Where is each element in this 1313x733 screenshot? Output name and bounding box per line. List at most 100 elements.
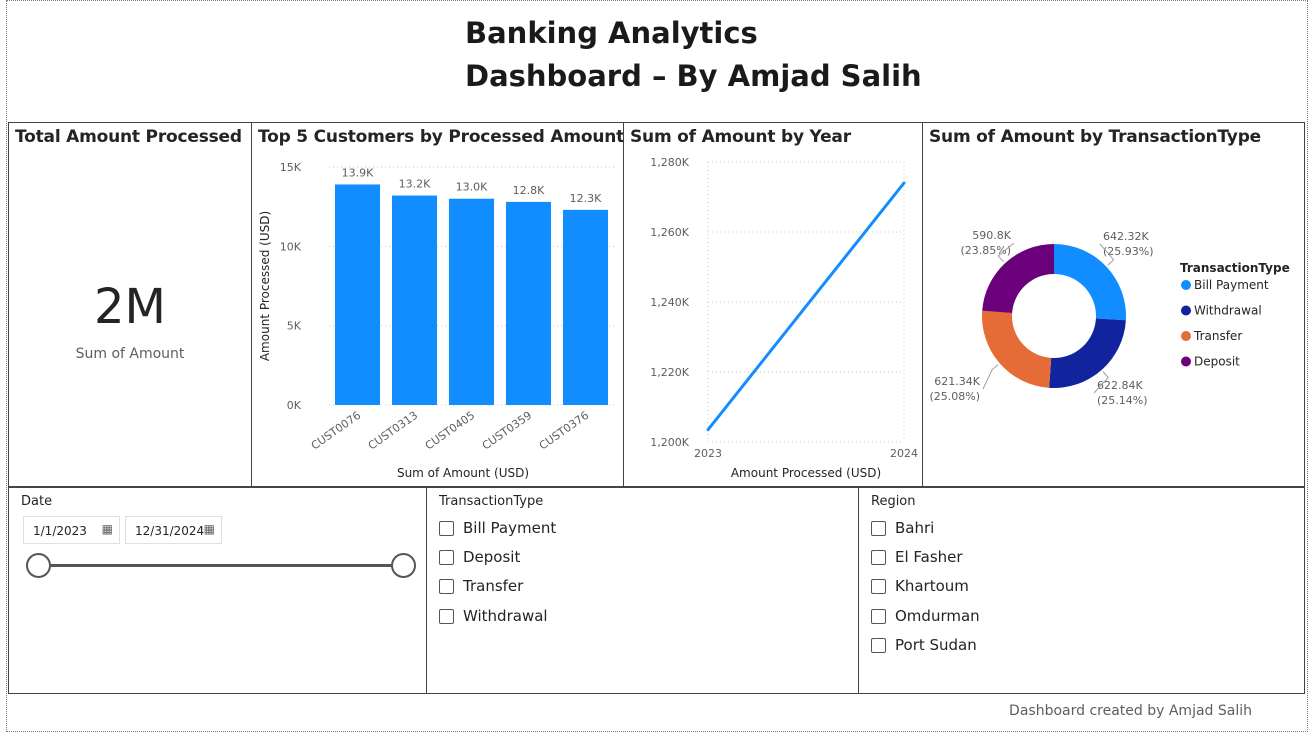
slicer-item-omdurman[interactable]: Omdurman (871, 606, 980, 626)
slicer-item-label: Port Sudan (895, 636, 977, 654)
y-tick-label: 10K (280, 240, 302, 253)
legend-marker (1181, 305, 1191, 316)
slicer-item-label: Withdrawal (463, 607, 548, 625)
bar (334, 184, 381, 405)
date-range-track[interactable] (39, 564, 403, 567)
bar-chart: 0K 5K 10K 15K 13.9K CUST0076 13.2K CUST0313 13.0… (258, 161, 614, 480)
legend-marker (1181, 280, 1191, 290)
y-tick-label: 1,260K (650, 226, 689, 239)
y-tick-label: 0K (287, 399, 302, 412)
calendar-icon[interactable]: ▦ (203, 522, 215, 536)
leader-line (1093, 371, 1109, 394)
kpi-value: 2M (94, 279, 166, 335)
date-range-start-handle[interactable] (26, 553, 51, 578)
donut-slice (982, 310, 1052, 388)
legend-item: Withdrawal (1194, 304, 1262, 318)
leader-line (997, 242, 1015, 263)
slicer-item-label: Khartoum (895, 577, 969, 595)
y-tick-label: 5K (287, 320, 302, 333)
x-tick-label: CUST0313 (366, 409, 421, 453)
transaction-type-slicer[interactable]: TransactionType Bill Payment Deposit Tra… (426, 487, 859, 694)
bar-data-label: 13.0K (456, 181, 488, 194)
slicer-item-label: Omdurman (895, 607, 980, 625)
checkbox[interactable] (871, 549, 886, 565)
line-chart-card[interactable]: Sum of Amount by Year 1,200K 1,220K 1,240K… (623, 122, 923, 487)
bar (562, 209, 609, 405)
slicer-item-label: El Fasher (895, 548, 963, 566)
bar (448, 198, 495, 405)
transaction-type-slicer-title: TransactionType (439, 494, 544, 509)
date-range-end-handle[interactable] (391, 553, 416, 578)
start-date-input[interactable]: 1/1/2023 ▦ (23, 516, 120, 544)
y-tick-label: 1,280K (650, 156, 689, 169)
slicer-item-el-fasher[interactable]: El Fasher (871, 547, 963, 567)
legend-marker (1181, 331, 1191, 341)
date-slicer[interactable]: Date 1/1/2023 ▦ 12/31/2024 ▦ (8, 487, 427, 694)
slicer-item-label: Deposit (463, 548, 521, 566)
checkbox[interactable] (871, 608, 886, 624)
bar (505, 201, 552, 405)
bar-data-label: 13.2K (399, 178, 431, 191)
legend-item: Transfer (1193, 329, 1242, 343)
end-date-input[interactable]: 12/31/2024 ▦ (125, 516, 222, 544)
kpi-label: Sum of Amount (75, 346, 185, 362)
bar (391, 195, 438, 405)
slicer-item-port-sudan[interactable]: Port Sudan (871, 635, 977, 655)
x-tick-label: 2024 (890, 447, 918, 460)
series-line (706, 181, 906, 432)
legend-marker (1181, 356, 1191, 367)
end-date-value: 12/31/2024 (135, 524, 205, 538)
slicer-item-khartoum[interactable]: Khartoum (871, 576, 969, 596)
donut-slice (982, 244, 1054, 313)
line-chart-title: Sum of Amount by Year (630, 127, 851, 147)
slicer-item-label: Bahri (895, 519, 935, 537)
donut-chart-card[interactable]: Sum of Amount by TransactionType 642.32K… (922, 122, 1305, 487)
checkbox[interactable] (871, 637, 886, 653)
line-chart: 1,200K 1,220K 1,240K 1,260K 1,280K 2023 2024 Am… (650, 156, 918, 480)
bar-chart-card[interactable]: Top 5 Customers by Processed Amount 0K 5K… (251, 122, 624, 487)
report-canvas (6, 0, 1308, 732)
slicer-item-deposit[interactable]: Deposit (439, 547, 520, 567)
region-slicer[interactable]: Region Bahri El Fasher Khartoum Omdurman… (858, 487, 1305, 694)
donut-chart: 642.32K (25.93%) 622.84K (25.14%) 621.34K (25… (929, 229, 1290, 407)
slicer-item-bahri[interactable]: Bahri (871, 518, 934, 538)
start-date-value: 1/1/2023 (33, 524, 87, 538)
slice-value-label: 621.34K (934, 375, 980, 388)
checkbox[interactable] (439, 608, 454, 624)
slicer-item-transfer[interactable]: Transfer (439, 576, 523, 596)
legend-title: TransactionType (1180, 261, 1290, 275)
legend-item: Deposit (1194, 355, 1240, 369)
leader-line (982, 364, 999, 390)
checkbox[interactable] (439, 578, 454, 594)
x-tick-label: CUST0405 (423, 409, 478, 453)
slicer-item-label: Bill Payment (463, 519, 557, 537)
kpi-title: Total Amount Processed (15, 127, 242, 147)
checkbox[interactable] (439, 520, 454, 536)
y-tick-label: 1,220K (650, 366, 689, 379)
slicer-item-withdrawal[interactable]: Withdrawal (439, 606, 548, 626)
donut-chart-title: Sum of Amount by TransactionType (929, 127, 1261, 147)
calendar-icon[interactable]: ▦ (101, 522, 113, 536)
x-tick-label: CUST0376 (537, 409, 592, 453)
leader-line (1099, 243, 1115, 266)
slicer-item-bill-payment[interactable]: Bill Payment (439, 518, 556, 538)
kpi-card[interactable]: Total Amount Processed 2M Sum of Amount (8, 122, 252, 487)
report-title: Banking Analytics Dashboard – By Amjad S… (465, 12, 922, 98)
x-tick-label: CUST0076 (309, 409, 364, 453)
slice-percent-label: (25.14%) (1097, 394, 1148, 407)
title-line-2: Dashboard – By Amjad Salih (465, 59, 922, 93)
x-tick-label: CUST0359 (480, 409, 535, 453)
footer-credit: Dashboard created by Amjad Salih (1009, 703, 1252, 719)
slice-value-label: 622.84K (1097, 379, 1143, 392)
slice-value-label: 590.8K (972, 229, 1011, 242)
date-slicer-title: Date (21, 494, 53, 509)
x-axis-title: Sum of Amount (USD) (397, 466, 529, 480)
checkbox[interactable] (871, 578, 886, 594)
checkbox[interactable] (871, 520, 886, 536)
slicer-item-label: Transfer (463, 577, 524, 595)
checkbox[interactable] (439, 549, 454, 565)
title-line-1: Banking Analytics (465, 16, 758, 50)
bar-data-label: 13.9K (342, 166, 374, 179)
bar-data-label: 12.3K (570, 192, 602, 205)
x-tick-label: 2023 (694, 447, 722, 460)
